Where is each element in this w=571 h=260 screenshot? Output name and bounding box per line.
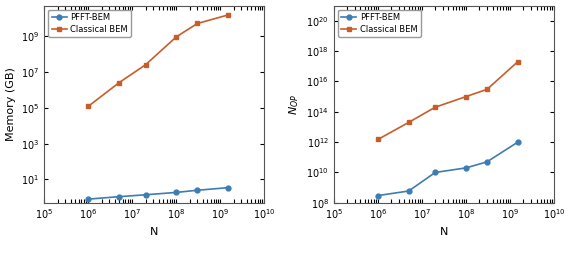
Classical BEM: [375, 138, 381, 141]
PFFT-BEM: [432, 171, 439, 174]
X-axis label: N: N: [440, 227, 448, 237]
Line: PFFT-BEM: PFFT-BEM: [376, 140, 520, 198]
PFFT-BEM: [194, 189, 201, 192]
Legend: PFFT-BEM, Classical BEM: PFFT-BEM, Classical BEM: [49, 10, 131, 37]
PFFT-BEM: [173, 191, 180, 194]
PFFT-BEM: [225, 186, 232, 189]
Classical BEM: [116, 81, 123, 84]
Classical BEM: [432, 106, 439, 109]
Classical BEM: [85, 105, 92, 108]
PFFT-BEM: [116, 195, 123, 198]
Classical BEM: [225, 13, 232, 16]
PFFT-BEM: [375, 194, 381, 197]
PFFT-BEM: [142, 193, 149, 196]
PFFT-BEM: [405, 190, 412, 193]
Legend: PFFT-BEM, Classical BEM: PFFT-BEM, Classical BEM: [338, 10, 421, 37]
Classical BEM: [142, 63, 149, 66]
Classical BEM: [405, 121, 412, 124]
Y-axis label: Memory (GB): Memory (GB): [6, 67, 15, 141]
Y-axis label: $N_{OP}$: $N_{OP}$: [287, 94, 301, 115]
Classical BEM: [173, 35, 180, 38]
PFFT-BEM: [514, 141, 521, 144]
Classical BEM: [194, 22, 201, 25]
Line: PFFT-BEM: PFFT-BEM: [86, 185, 231, 202]
X-axis label: N: N: [150, 227, 159, 237]
Classical BEM: [484, 88, 490, 91]
Classical BEM: [514, 60, 521, 63]
PFFT-BEM: [484, 160, 490, 163]
PFFT-BEM: [463, 166, 469, 170]
Line: Classical BEM: Classical BEM: [376, 59, 520, 142]
Classical BEM: [463, 95, 469, 98]
Line: Classical BEM: Classical BEM: [86, 12, 231, 109]
PFFT-BEM: [85, 198, 92, 201]
